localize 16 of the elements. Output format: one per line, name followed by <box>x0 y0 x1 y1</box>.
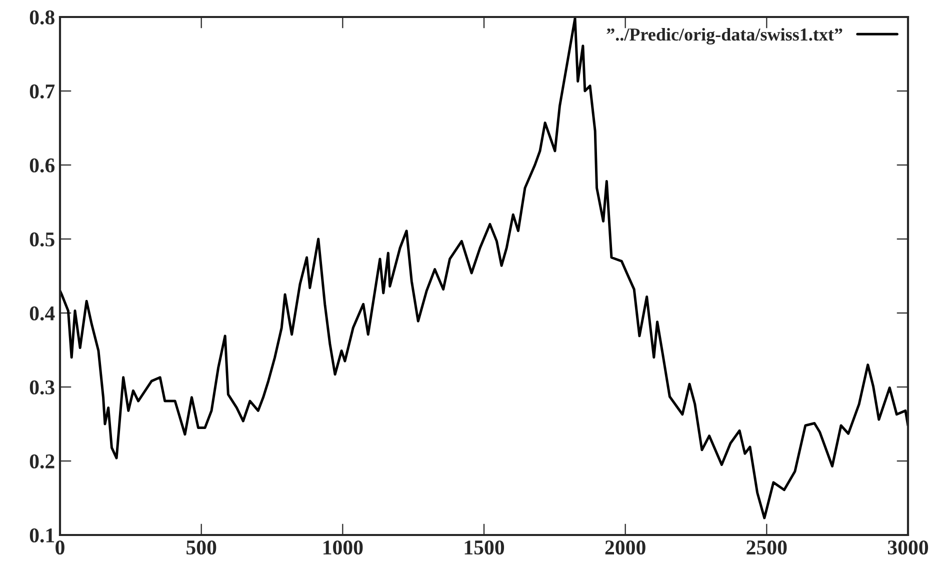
y-tick-label: 0.2 <box>30 454 54 469</box>
legend-label: ”../Predic/orig-data/swiss1.txt” <box>606 28 842 44</box>
x-tick-label: 1000 <box>324 540 363 555</box>
x-tick-label: 3000 <box>888 540 928 555</box>
y-tick-label: 0.7 <box>30 84 55 99</box>
x-tick-label: 2500 <box>746 540 787 555</box>
x-tick-label: 0 <box>56 540 64 555</box>
y-tick-label: 0.6 <box>30 158 55 173</box>
y-tick-label: 0.4 <box>30 306 55 321</box>
y-tick-label: 0.1 <box>30 528 54 543</box>
y-tick-label: 0.3 <box>30 380 54 395</box>
x-tick-label: 1500 <box>464 540 504 555</box>
y-tick-label: 0.8 <box>30 10 54 25</box>
x-tick-label: 2000 <box>605 540 646 555</box>
x-tick-label: 500 <box>186 540 216 555</box>
y-tick-label: 0.5 <box>30 232 54 247</box>
